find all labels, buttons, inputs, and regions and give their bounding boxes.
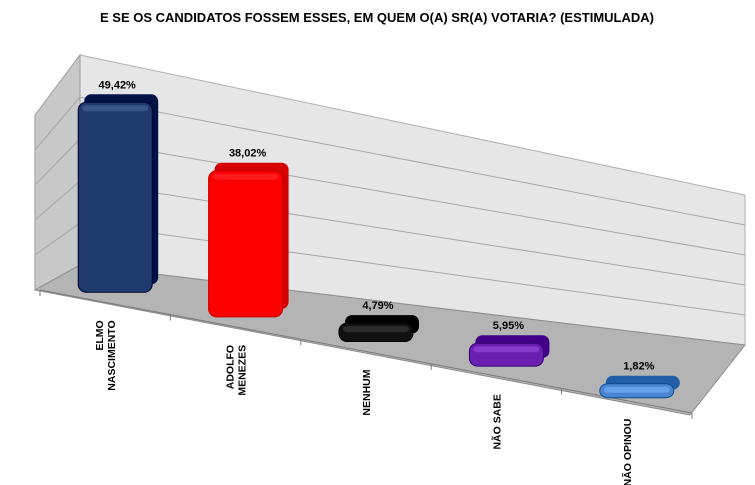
gridline-side bbox=[34, 180, 81, 221]
chart-x-axis-line bbox=[39, 289, 693, 414]
value-label: 4,79% bbox=[362, 300, 393, 312]
gridline bbox=[79, 138, 746, 256]
category-label: NÃO SABE bbox=[490, 394, 503, 449]
value-label: 38,02% bbox=[229, 148, 267, 160]
bar-highlight bbox=[473, 346, 540, 353]
bar bbox=[208, 170, 284, 318]
bars bbox=[77, 94, 680, 399]
value-label: 49,42% bbox=[99, 79, 137, 91]
category-label-line: MENEZES bbox=[237, 345, 249, 396]
chart-side-wall bbox=[34, 53, 81, 291]
gridline bbox=[79, 96, 746, 226]
category-label-line: ADOLFO bbox=[225, 345, 237, 389]
bar-highlight bbox=[82, 105, 149, 112]
gridline bbox=[79, 222, 746, 316]
bar-highlight bbox=[212, 173, 279, 180]
category-ticks bbox=[39, 290, 693, 419]
category-label-line: NÃO SABE bbox=[490, 394, 503, 449]
gridlines bbox=[34, 96, 746, 316]
category-labels: ELMONASCIMENTO ADOLFOMENEZES NENHUM NÃO SAB… bbox=[94, 320, 634, 485]
category-label-line: NENHUM bbox=[361, 369, 373, 415]
chart-title: E SE OS CANDIDATOS FOSSEM ESSES, EM QUEM… bbox=[100, 10, 654, 25]
bar-highlight bbox=[603, 386, 670, 393]
bar bbox=[77, 101, 153, 293]
value-label: 5,95% bbox=[493, 320, 524, 332]
gridline-side bbox=[34, 222, 81, 256]
gridline-side bbox=[34, 96, 81, 151]
category-label-line: ELMO bbox=[94, 320, 106, 350]
category-label: NÃO OPINOU bbox=[621, 419, 634, 485]
value-labels: 49,42% 38,02% 4,79% 5,95% 1,82% bbox=[99, 79, 655, 372]
gridline bbox=[79, 180, 746, 286]
category-label: ELMONASCIMENTO bbox=[94, 320, 118, 390]
category-label-line: NÃO OPINOU bbox=[621, 419, 634, 485]
bar bbox=[338, 322, 414, 343]
bar-highlight bbox=[343, 326, 409, 333]
category-label: NENHUM bbox=[361, 369, 373, 415]
value-label: 1,82% bbox=[623, 361, 654, 373]
gridline-side bbox=[34, 138, 81, 186]
category-label: ADOLFOMENEZES bbox=[225, 345, 249, 396]
category-label-line: NASCIMENTO bbox=[106, 320, 118, 390]
